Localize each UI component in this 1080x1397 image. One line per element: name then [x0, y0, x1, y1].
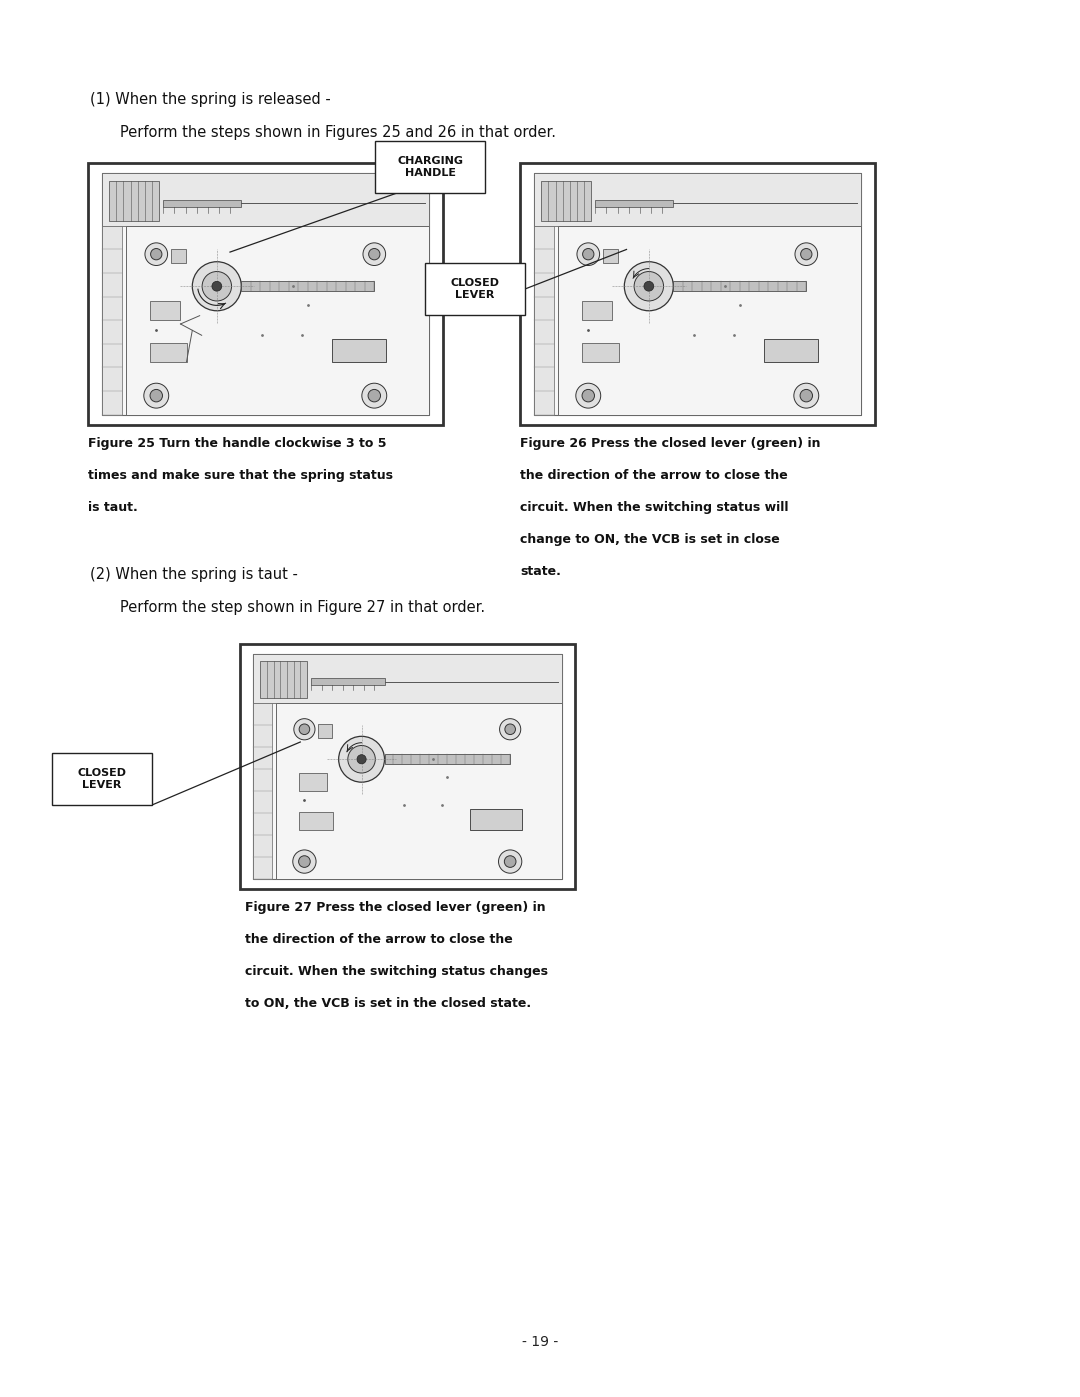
- Circle shape: [145, 243, 167, 265]
- Bar: [319, 724, 332, 738]
- Bar: [150, 302, 180, 320]
- Bar: [171, 249, 186, 263]
- Bar: [275, 703, 562, 879]
- Bar: [519, 163, 875, 425]
- Circle shape: [504, 856, 516, 868]
- Bar: [52, 753, 152, 805]
- Text: (1) When the spring is released -: (1) When the spring is released -: [90, 92, 330, 108]
- Circle shape: [293, 849, 316, 873]
- Bar: [595, 200, 673, 207]
- Circle shape: [150, 249, 162, 260]
- Circle shape: [348, 746, 376, 773]
- Bar: [582, 342, 619, 362]
- Circle shape: [624, 261, 673, 310]
- Bar: [558, 226, 861, 415]
- Text: the direction of the arrow to close the: the direction of the arrow to close the: [245, 933, 513, 946]
- Bar: [254, 703, 272, 879]
- Bar: [582, 302, 612, 320]
- Text: CLOSED
LEVER: CLOSED LEVER: [450, 278, 499, 300]
- Bar: [332, 339, 387, 362]
- Bar: [535, 173, 861, 226]
- Text: to ON, the VCB is set in the closed state.: to ON, the VCB is set in the closed stat…: [245, 997, 531, 1010]
- Circle shape: [339, 736, 384, 782]
- Text: circuit. When the switching status changes: circuit. When the switching status chang…: [245, 965, 548, 978]
- Bar: [150, 342, 187, 362]
- Bar: [240, 644, 575, 888]
- Circle shape: [800, 390, 812, 402]
- Bar: [103, 173, 429, 226]
- Bar: [673, 281, 807, 292]
- Bar: [254, 654, 562, 879]
- Bar: [535, 226, 554, 415]
- Bar: [535, 173, 861, 415]
- Bar: [299, 812, 333, 830]
- Bar: [375, 141, 485, 193]
- Bar: [541, 182, 591, 221]
- Bar: [260, 661, 307, 698]
- Circle shape: [368, 390, 380, 402]
- Circle shape: [800, 249, 812, 260]
- Text: Figure 26 Press the closed lever (green) in: Figure 26 Press the closed lever (green)…: [519, 437, 821, 450]
- Circle shape: [504, 724, 515, 735]
- Bar: [109, 182, 159, 221]
- Circle shape: [150, 390, 162, 402]
- Circle shape: [795, 243, 818, 265]
- Text: Figure 27 Press the closed lever (green) in: Figure 27 Press the closed lever (green)…: [245, 901, 545, 914]
- Circle shape: [582, 249, 594, 260]
- Circle shape: [294, 718, 315, 740]
- Text: Perform the steps shown in Figures 25 and 26 in that order.: Perform the steps shown in Figures 25 an…: [120, 124, 556, 140]
- Text: Perform the step shown in Figure 27 in that order.: Perform the step shown in Figure 27 in t…: [120, 599, 485, 615]
- Bar: [103, 173, 429, 415]
- Circle shape: [634, 271, 663, 300]
- Circle shape: [499, 849, 522, 873]
- Bar: [103, 226, 122, 415]
- Circle shape: [299, 724, 310, 735]
- Text: - 19 -: - 19 -: [522, 1336, 558, 1350]
- Bar: [254, 654, 562, 703]
- Circle shape: [357, 754, 366, 764]
- Bar: [126, 226, 429, 415]
- Bar: [426, 263, 525, 314]
- Circle shape: [368, 249, 380, 260]
- Circle shape: [362, 383, 387, 408]
- Bar: [603, 249, 618, 263]
- Text: (2) When the spring is taut -: (2) When the spring is taut -: [90, 567, 298, 583]
- Bar: [311, 679, 384, 685]
- Bar: [163, 200, 241, 207]
- Text: state.: state.: [519, 564, 561, 578]
- Circle shape: [212, 281, 221, 291]
- Circle shape: [500, 718, 521, 740]
- Circle shape: [192, 261, 241, 310]
- Text: the direction of the arrow to close the: the direction of the arrow to close the: [519, 469, 787, 482]
- Text: circuit. When the switching status will: circuit. When the switching status will: [519, 502, 788, 514]
- Circle shape: [582, 390, 594, 402]
- Circle shape: [576, 383, 600, 408]
- Circle shape: [644, 281, 653, 291]
- Text: change to ON, the VCB is set in close: change to ON, the VCB is set in close: [519, 534, 780, 546]
- Circle shape: [363, 243, 386, 265]
- Bar: [299, 774, 327, 791]
- Text: CLOSED
LEVER: CLOSED LEVER: [78, 768, 126, 789]
- Text: CHARGING
HANDLE: CHARGING HANDLE: [397, 156, 463, 177]
- Bar: [87, 163, 443, 425]
- Circle shape: [202, 271, 231, 300]
- Circle shape: [298, 856, 310, 868]
- Text: times and make sure that the spring status: times and make sure that the spring stat…: [87, 469, 393, 482]
- Circle shape: [144, 383, 168, 408]
- Bar: [384, 754, 510, 764]
- Circle shape: [577, 243, 599, 265]
- Bar: [764, 339, 819, 362]
- Bar: [241, 281, 375, 292]
- Text: is taut.: is taut.: [87, 502, 138, 514]
- Text: Figure 25 Turn the handle clockwise 3 to 5: Figure 25 Turn the handle clockwise 3 to…: [87, 437, 387, 450]
- Bar: [470, 809, 522, 830]
- Circle shape: [794, 383, 819, 408]
